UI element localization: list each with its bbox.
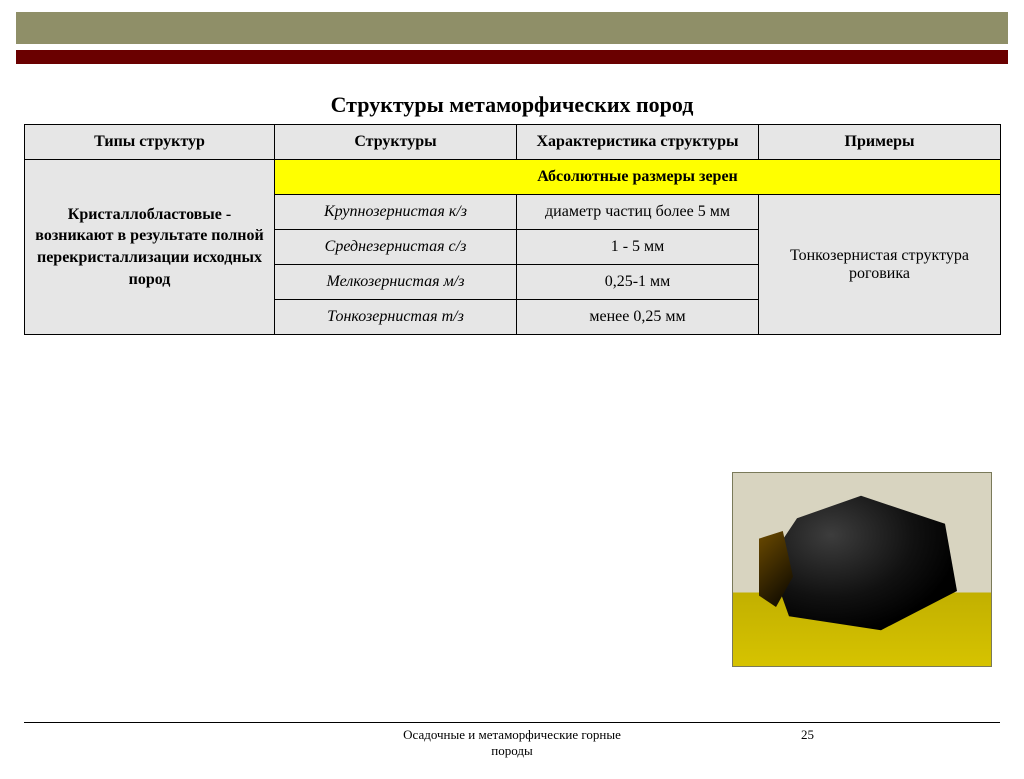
structure-name: Мелкозернистая м/з xyxy=(275,265,517,300)
header-accent-bar xyxy=(16,50,1008,64)
structure-name: Крупнозернистая к/з xyxy=(275,195,517,230)
types-cell: Кристаллобластовые - возникают в результ… xyxy=(25,160,275,335)
col-types: Типы структур xyxy=(25,125,275,160)
structure-char: 0,25-1 мм xyxy=(517,265,759,300)
footer-text-line1: Осадочные и метаморфические горные xyxy=(403,727,621,742)
table-row: Кристаллобластовые - возникают в результ… xyxy=(25,160,1001,195)
structures-table: Типы структур Структуры Характеристика с… xyxy=(24,124,1001,335)
col-examples: Примеры xyxy=(759,125,1001,160)
structure-name: Среднезернистая с/з xyxy=(275,230,517,265)
structure-name: Тонкозернистая т/з xyxy=(275,300,517,335)
structure-char: менее 0,25 мм xyxy=(517,300,759,335)
rock-illustration xyxy=(733,473,991,666)
col-char: Характеристика структуры xyxy=(517,125,759,160)
structure-char: диаметр частиц более 5 мм xyxy=(517,195,759,230)
table-header-row: Типы структур Структуры Характеристика с… xyxy=(25,125,1001,160)
slide-title: Структуры метаморфических пород xyxy=(0,92,1024,118)
rock-photo xyxy=(732,472,992,667)
footer-text-line2: породы xyxy=(491,743,532,758)
header-band xyxy=(16,12,1008,44)
col-struct: Структуры xyxy=(275,125,517,160)
structure-char: 1 - 5 мм xyxy=(517,230,759,265)
footer-divider xyxy=(24,722,1000,723)
example-cell: Тонкозернистая структура роговика xyxy=(759,195,1001,335)
subheader-cell: Абсолютные размеры зерен xyxy=(275,160,1001,195)
footer: Осадочные и метаморфические горные пород… xyxy=(0,722,1024,760)
